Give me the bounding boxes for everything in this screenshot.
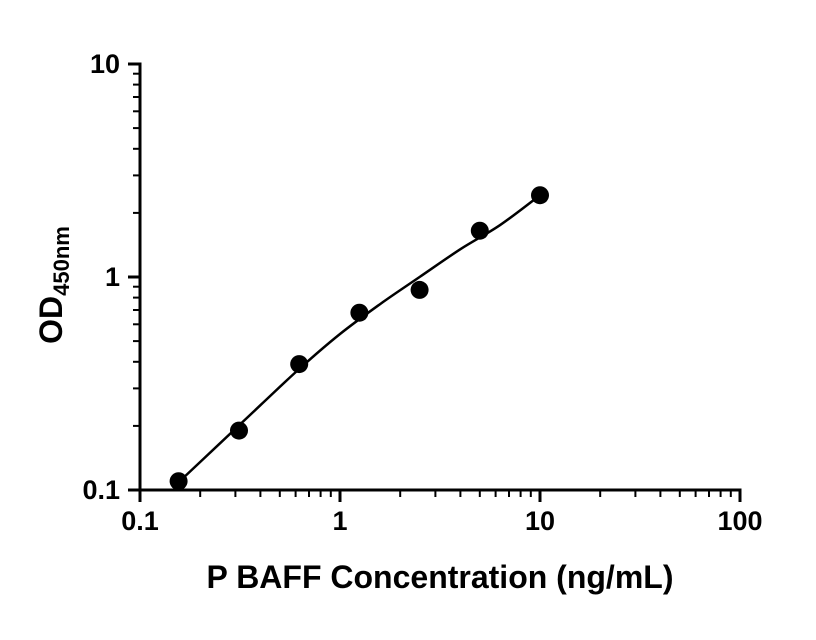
y-tick-label: 0.1 bbox=[82, 475, 120, 505]
y-axis-title-main: OD bbox=[33, 296, 69, 344]
x-tick-label: 1 bbox=[332, 506, 347, 536]
x-tick-label: 0.1 bbox=[121, 506, 159, 536]
y-axis-title-sub: 450nm bbox=[49, 226, 74, 296]
y-axis-title: OD450nm bbox=[33, 226, 74, 344]
data-point bbox=[290, 355, 309, 374]
data-point bbox=[230, 421, 248, 440]
data-point bbox=[410, 280, 429, 299]
y-tick-label: 1 bbox=[105, 262, 120, 292]
x-tick-label: 100 bbox=[717, 506, 762, 536]
data-point bbox=[350, 303, 369, 322]
fit-curve bbox=[173, 193, 542, 487]
plot-layer: 0.1 1 10 100 0.1 1 10 bbox=[82, 49, 762, 536]
axes bbox=[138, 62, 742, 492]
y-tick-label: 10 bbox=[90, 49, 120, 79]
data-point bbox=[169, 472, 188, 491]
x-tick-label: 10 bbox=[525, 506, 555, 536]
data-point bbox=[531, 186, 549, 205]
x-axis-title: P BAFF Concentration (ng/mL) bbox=[207, 559, 674, 595]
data-point bbox=[470, 221, 489, 240]
